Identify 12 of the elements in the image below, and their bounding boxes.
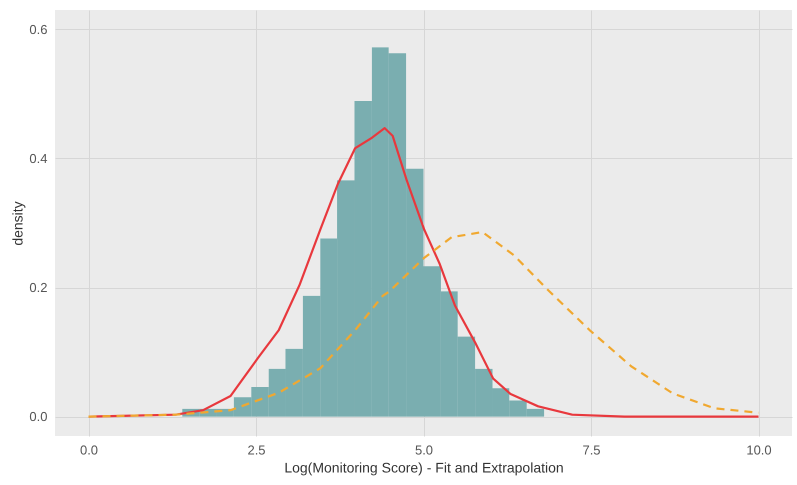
x-tick-label: 10.0 xyxy=(746,442,772,458)
x-axis-title: Log(Monitoring Score) - Fit and Extrapolation xyxy=(284,460,564,476)
y-tick-label: 0.4 xyxy=(29,150,48,166)
x-tick-label: 7.5 xyxy=(582,442,601,458)
x-tick-label: 5.0 xyxy=(414,442,434,458)
y-axis-title: density xyxy=(9,201,26,246)
y-tick-label: 0.6 xyxy=(29,22,48,37)
x-tick-label: 0.0 xyxy=(80,442,98,458)
x-tick-label: 2.5 xyxy=(247,442,266,458)
line-series xyxy=(87,230,760,418)
y-tick-label: 0.0 xyxy=(29,409,48,424)
y-tick-label: 0.2 xyxy=(29,280,48,296)
